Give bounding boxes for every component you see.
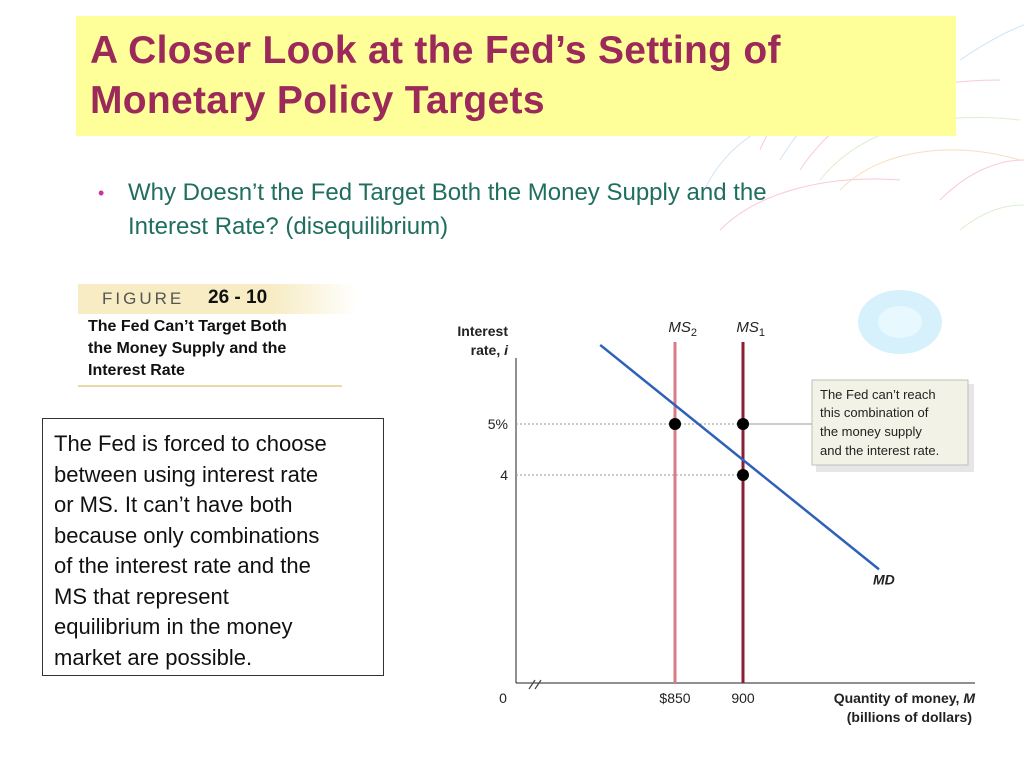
md-line (599, 343, 880, 571)
bullet-text: Why Doesn’t the Fed Target Both the Mone… (128, 176, 918, 244)
title-banner: A Closer Look at the Fed’s Setting of Mo… (76, 16, 956, 136)
explanation-line-4: because only combinations (54, 522, 320, 548)
figure-caption-line-1: The Fed Can’t Target Both (88, 318, 287, 335)
explanation-line-3: or MS. It can’t have both (54, 492, 293, 517)
ms2-label: MS2 (668, 319, 697, 339)
explanation-line-7: equilibrium in the money (54, 614, 293, 639)
bullet-text-line-2: Interest Rate? (disequilibrium) (128, 213, 449, 240)
figure-banner: FIGURE 26 - 10 (78, 284, 358, 314)
figure-number: 26 - 10 (208, 287, 268, 308)
figure-caption-line-2: the Money Supply and the (88, 340, 287, 357)
explanation-box: The Fed is forced to choose between usin… (42, 418, 384, 676)
origin-label: 0 (499, 690, 507, 706)
explanation-line-2: between using interest rate (54, 461, 319, 487)
bullet-text-line-1: Why Doesn’t the Fed Target Both the Mone… (128, 179, 767, 206)
explanation-line-8: market are possible. (54, 644, 253, 670)
x-axis-label-line-1: Quantity of money, M (834, 690, 976, 706)
annotation-line-2: this combination of (820, 405, 929, 420)
x-axis-label-line-2: (billions of dollars) (847, 709, 972, 725)
x-tick-label-850: $850 (659, 690, 690, 706)
y-axis-label-line-2: rate, i (471, 342, 509, 358)
slide-title-line-2: Monetary Policy Targets (90, 79, 545, 122)
y-tick-label-5: 5% (488, 416, 508, 432)
figure-caption: The Fed Can’t Target Both the Money Supp… (88, 316, 348, 382)
bullet-dot-icon: • (98, 183, 105, 203)
slide-title-line-1: A Closer Look at the Fed’s Setting of (90, 29, 781, 72)
x-tick-label-900: 900 (731, 690, 755, 706)
annotation-box (811, 379, 969, 466)
y-axis-label-line-1: Interest (457, 323, 508, 339)
figure-caption-line-3: Interest Rate (88, 362, 185, 379)
annotation-line-3: the money supply (820, 424, 922, 439)
explanation-line-1: The Fed is forced to choose (54, 431, 327, 456)
annotation-line-1: The Fed can’t reach (820, 387, 936, 402)
point-ms1-5 (737, 418, 749, 430)
md-label: MD (873, 571, 895, 587)
explanation-line-6: MS that represent (54, 583, 229, 609)
explanation-line-5: of the interest rate and the (54, 553, 311, 578)
point-ms1-4 (737, 469, 749, 481)
y-tick-label-4: 4 (500, 467, 508, 483)
figure-divider (78, 385, 342, 387)
annotation-line-4: and the interest rate. (820, 443, 939, 458)
ms1-label: MS1 (736, 319, 765, 339)
figure-word: FIGURE (102, 289, 185, 308)
axis-break-icon (528, 679, 542, 690)
point-ms2-5 (669, 418, 681, 430)
